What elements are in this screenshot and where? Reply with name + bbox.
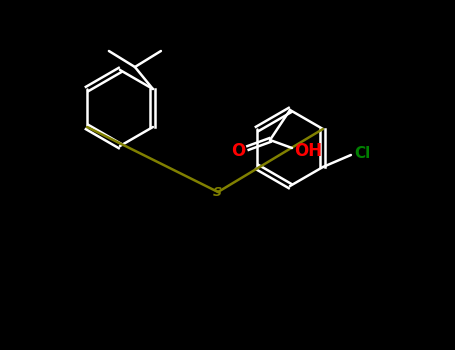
- Text: O: O: [231, 142, 245, 160]
- Text: OH: OH: [294, 142, 322, 160]
- Text: Cl: Cl: [354, 146, 370, 161]
- Text: S: S: [212, 187, 222, 199]
